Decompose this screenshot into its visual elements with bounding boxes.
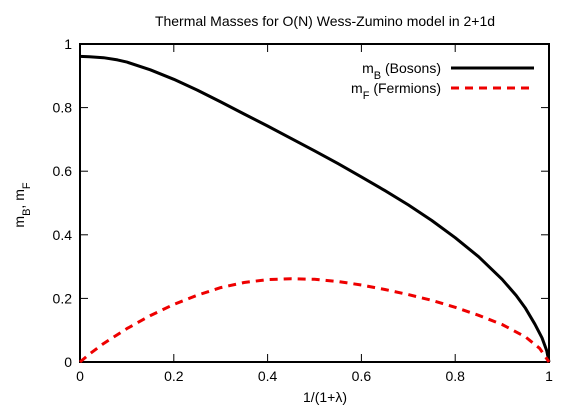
chart-title: Thermal Masses for O(N) Wess-Zumino mode… [155, 13, 495, 29]
x-tick-label: 0.2 [164, 368, 184, 384]
y-tick-label: 1 [64, 36, 72, 52]
x-tick-label: 0.6 [352, 368, 372, 384]
y-tick-label: 0.4 [53, 227, 73, 243]
series-line-fermions [79, 277, 551, 364]
y-axis-label: mB, mF [11, 182, 33, 227]
plot-frame [79, 43, 550, 363]
x-axis-label: 1/(1+λ) [303, 389, 347, 405]
y-tick-label: 0.8 [53, 100, 73, 116]
plot-area: 0 0.2 0.4 0.6 0.8 1 0 0.2 0.4 0.6 0.8 1 mB (Bosons)m… [53, 36, 554, 384]
x-tick-label: 0.4 [258, 368, 278, 384]
series-line-bosons [79, 54, 551, 363]
x-tick-label: 0.8 [445, 368, 465, 384]
x-tick-label: 0 [76, 368, 84, 384]
y-tick-label: 0.2 [53, 290, 73, 306]
y-tick-label: 0 [64, 354, 72, 370]
legend-label-bosons: mB (Bosons) [362, 60, 441, 82]
x-tick-label: 1 [545, 368, 553, 384]
legend-label-fermions: mF (Fermions) [351, 80, 441, 102]
y-tick-label: 0.6 [53, 163, 73, 179]
